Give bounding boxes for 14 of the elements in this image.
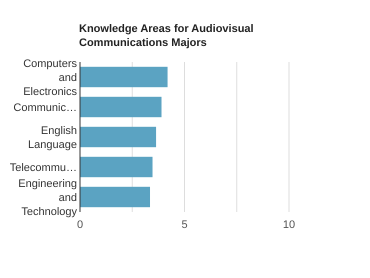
bar [80, 156, 153, 178]
x-tick-label: 0 [76, 219, 84, 231]
y-tick-label: Communic… [13, 102, 77, 114]
y-tick-label: Computers and Electronics [23, 58, 78, 98]
chart-title: Knowledge Areas for Audiovisual Communications Majors [79, 23, 254, 49]
y-tick-label: Engineering and Technology [18, 178, 78, 218]
bar [80, 126, 156, 148]
y-tick-label: English Language [28, 125, 77, 151]
x-tick-label: 10 [282, 219, 296, 231]
bar [80, 66, 168, 88]
x-tick-label: 5 [181, 219, 188, 231]
bar [80, 186, 150, 208]
y-tick-label: Telecommu… [10, 162, 77, 174]
bar [80, 96, 162, 118]
